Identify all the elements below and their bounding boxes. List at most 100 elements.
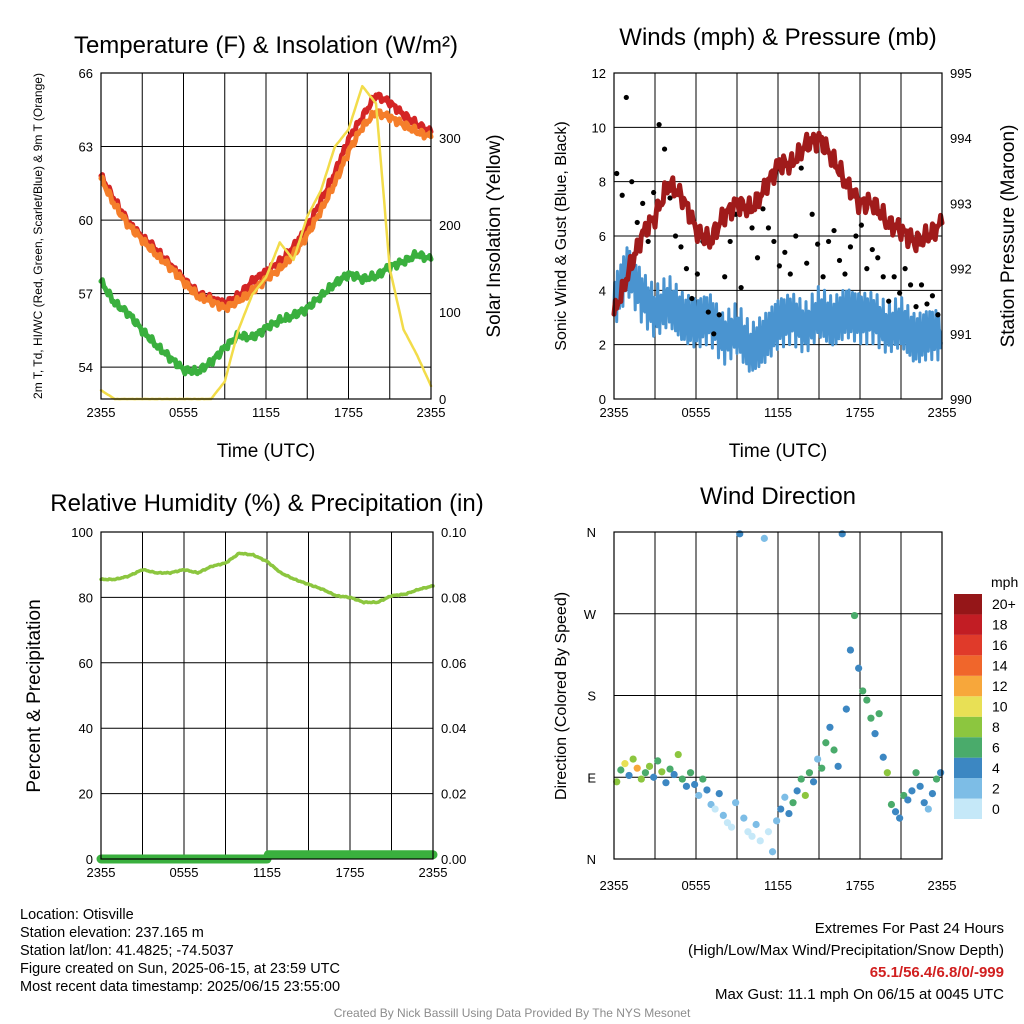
rh-chart-y-tick: 20 xyxy=(79,787,93,802)
colorbar-swatch xyxy=(954,696,982,717)
gust-point xyxy=(825,238,832,245)
colorbar-label: 10 xyxy=(992,699,1008,715)
rh-chart-x-tick: 1755 xyxy=(336,865,365,880)
direction-point xyxy=(715,790,723,798)
gust-point xyxy=(858,222,864,228)
direction-point xyxy=(736,530,744,538)
gust-point xyxy=(623,94,629,101)
colorbar-swatch xyxy=(954,594,982,615)
temp-chart-y-tick: 66 xyxy=(79,66,93,81)
wind-chart-y2-tick: 993 xyxy=(950,196,972,211)
direction-point xyxy=(617,766,625,774)
gust-point xyxy=(804,260,810,266)
rh-chart-x-tick: 2355 xyxy=(87,865,116,880)
gust-point xyxy=(831,227,837,234)
colorbar-label: 20+ xyxy=(992,596,1016,612)
direction-point xyxy=(793,787,801,795)
created-text: Figure created on Sun, 2025-06-15, at 23… xyxy=(20,961,340,977)
direction-point xyxy=(924,805,932,813)
gust-point xyxy=(771,238,777,245)
extremes-values: 65.1/56.4/6.8/0/-999 xyxy=(869,964,1004,981)
temp-chart-x-tick: 2355 xyxy=(87,405,116,420)
wind-chart-x-tick: 2355 xyxy=(600,405,629,420)
wind-chart-y-tick: 12 xyxy=(592,66,606,81)
dir-chart-x-tick: 2355 xyxy=(600,878,629,893)
wind-chart-y2-tick: 995 xyxy=(950,66,972,81)
rh-chart-y2-tick: 0.10 xyxy=(441,525,466,540)
colorbar-swatch xyxy=(954,737,982,758)
station-info: Location: Otisville Station elevation: 2… xyxy=(20,906,340,996)
rh-chart-y2-tick: 0.08 xyxy=(441,590,466,605)
direction-point xyxy=(633,764,641,772)
colorbar-swatch xyxy=(954,757,982,779)
temp-chart-y-tick: 63 xyxy=(79,140,93,155)
temp-chart-ylabel: 2m T, Td, HI/WC (Red, Green, Scarlet/Blu… xyxy=(31,73,45,399)
colorbar-label: 4 xyxy=(992,760,1000,776)
rh-chart-x-tick: 2355 xyxy=(419,865,448,880)
gust-point xyxy=(847,244,854,250)
temp-chart-frame xyxy=(100,72,432,400)
gust-point xyxy=(798,165,804,171)
direction-point xyxy=(904,796,912,804)
direction-point xyxy=(834,762,842,770)
wind-chart-y-tick: 8 xyxy=(599,175,606,190)
colorbar-label: 0 xyxy=(992,801,1000,817)
direction-point xyxy=(871,730,879,738)
direction-point xyxy=(695,791,703,800)
gust-point xyxy=(935,312,941,318)
wind-chart-y2-tick: 992 xyxy=(950,262,972,277)
gust-point xyxy=(891,274,897,280)
direction-point xyxy=(682,782,691,790)
temp-chart-x-tick: 1155 xyxy=(252,405,280,420)
max-gust-text: Max Gust: 11.1 mph On 06/15 at 0045 UTC xyxy=(714,986,1004,1003)
wind-chart-y-tick: 4 xyxy=(599,283,606,298)
colorbar-swatch xyxy=(954,675,982,697)
dir-chart-y-tick: N xyxy=(587,852,596,867)
temp-chart-y-tick: 60 xyxy=(79,213,93,228)
direction-point xyxy=(920,799,928,807)
colorbar-label: 18 xyxy=(992,617,1008,633)
direction-point xyxy=(908,787,916,795)
colorbar-swatch xyxy=(954,798,982,819)
direction-point xyxy=(809,778,818,786)
rh-chart-y-tick: 100 xyxy=(71,525,93,540)
direction-point xyxy=(773,817,781,825)
direction-point xyxy=(760,534,768,542)
direction-point xyxy=(826,723,834,731)
gust-point xyxy=(716,312,722,318)
direction-point xyxy=(666,765,674,773)
dir-chart-ylabel: Direction (Colored By Speed) xyxy=(553,592,570,800)
colorbar-label: 2 xyxy=(992,780,1000,796)
gust-point xyxy=(907,282,914,288)
direction-point xyxy=(777,805,785,813)
gust-point xyxy=(760,206,766,212)
direction-point xyxy=(842,705,850,713)
wind-chart-x-tick: 1755 xyxy=(846,405,875,420)
gust-point xyxy=(897,290,903,296)
rh-chart-title: Relative Humidity (%) & Precipitation (i… xyxy=(50,490,483,517)
direction-point xyxy=(859,687,867,695)
colorbar-label: 14 xyxy=(992,658,1008,674)
rh-chart-ylabel: Percent & Precipitation xyxy=(24,599,45,792)
dir-chart-frame xyxy=(613,531,943,860)
temp-chart-y-tick: 54 xyxy=(79,360,93,375)
wind-chart-x-tick: 1155 xyxy=(764,405,792,420)
gust-point xyxy=(754,255,761,261)
direction-point xyxy=(678,775,686,783)
gust-point xyxy=(722,274,728,280)
direction-point xyxy=(838,530,846,538)
gust-point xyxy=(902,266,908,272)
gust-point xyxy=(683,266,690,272)
direction-point xyxy=(818,764,826,772)
gust-point xyxy=(672,233,679,239)
gust-point xyxy=(661,146,668,152)
gust-point xyxy=(782,249,788,255)
colorbar-swatch xyxy=(954,655,982,676)
rh-chart-y2-tick: 0.02 xyxy=(441,787,466,802)
gust-point xyxy=(727,238,733,245)
location-text: Location: Otisville xyxy=(20,907,134,923)
direction-point xyxy=(719,811,727,820)
direction-point xyxy=(732,799,740,807)
temp-chart-y2-tick: 300 xyxy=(439,131,461,146)
latlon-text: Station lat/lon: 41.4825; -74.5037 xyxy=(20,943,234,959)
